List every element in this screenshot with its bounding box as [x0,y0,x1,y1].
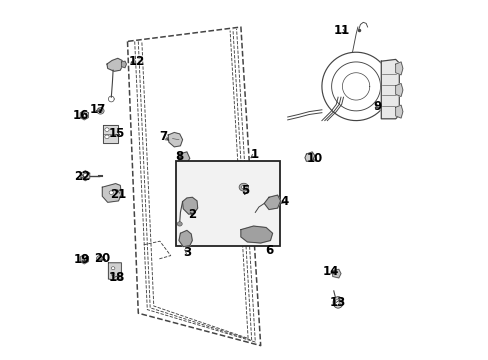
Text: 15: 15 [108,127,124,140]
Text: 18: 18 [108,271,124,284]
Polygon shape [81,112,86,118]
Polygon shape [179,152,189,164]
Text: 6: 6 [265,244,273,257]
Polygon shape [168,132,182,147]
Polygon shape [264,195,280,210]
Polygon shape [83,173,87,178]
Ellipse shape [98,257,101,260]
Polygon shape [241,226,272,243]
Text: 11: 11 [333,24,349,37]
Text: 7: 7 [159,130,167,143]
Ellipse shape [109,191,113,194]
Polygon shape [395,84,402,96]
Text: 3: 3 [183,246,191,258]
Text: 9: 9 [373,100,381,113]
Text: 14: 14 [322,265,338,278]
Text: 4: 4 [280,195,287,208]
Polygon shape [80,255,88,264]
Ellipse shape [111,267,115,270]
Polygon shape [108,263,121,280]
Bar [176,161,280,246]
Text: 2: 2 [188,208,196,221]
Polygon shape [381,59,399,119]
Polygon shape [121,61,126,68]
Polygon shape [179,230,192,247]
Polygon shape [102,184,121,202]
Polygon shape [332,269,340,278]
Polygon shape [305,152,314,161]
Text: 12: 12 [128,55,144,68]
Ellipse shape [239,183,248,191]
Polygon shape [103,125,118,143]
Ellipse shape [111,273,115,276]
Ellipse shape [104,128,109,131]
Text: 16: 16 [72,109,89,122]
Polygon shape [107,58,122,71]
Text: 1: 1 [250,148,258,161]
Polygon shape [81,171,90,181]
Ellipse shape [332,297,343,308]
Ellipse shape [97,108,104,114]
Text: 10: 10 [306,152,322,165]
Text: 17: 17 [90,103,106,116]
Polygon shape [395,105,402,118]
Ellipse shape [96,256,103,261]
Ellipse shape [99,109,102,112]
Text: 8: 8 [175,150,183,163]
Text: 13: 13 [329,296,346,309]
Polygon shape [82,257,86,262]
Text: 21: 21 [109,188,125,201]
Text: 20: 20 [94,252,110,265]
Polygon shape [182,197,197,214]
Ellipse shape [177,222,182,226]
Text: 22: 22 [74,170,90,183]
Polygon shape [80,111,88,120]
Ellipse shape [335,299,340,306]
Text: 19: 19 [73,253,89,266]
Text: 5: 5 [241,184,249,197]
Ellipse shape [241,185,245,189]
Polygon shape [395,62,402,75]
Ellipse shape [104,135,109,139]
